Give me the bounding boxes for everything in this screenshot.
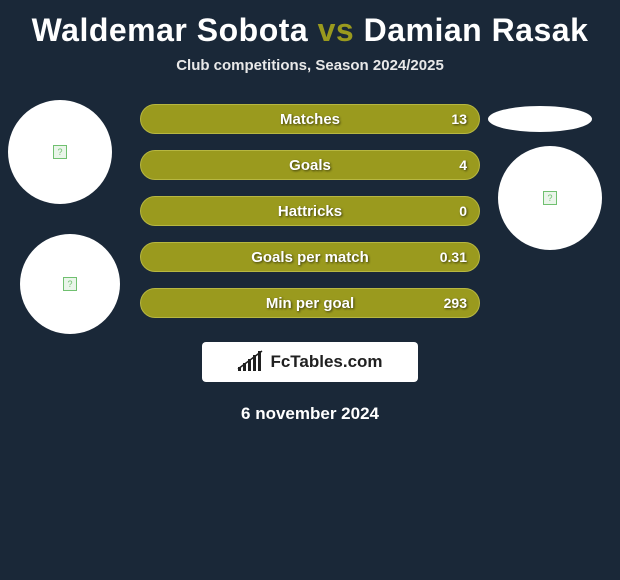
stat-label: Goals: [289, 157, 331, 174]
stat-value: 13: [451, 111, 467, 127]
stat-bars: Matches 13 Goals 4 Hattricks 0 Goals per match…: [140, 104, 480, 334]
avatar-circle-left-bottom: ?: [20, 234, 120, 334]
player1-name: Waldemar Sobota: [32, 12, 309, 48]
stat-bar: Goals per match 0.31: [140, 242, 480, 272]
stat-label: Matches: [280, 111, 340, 128]
stat-label: Hattricks: [278, 203, 342, 220]
placeholder-icon: ?: [543, 191, 557, 205]
stat-bar: Hattricks 0: [140, 196, 480, 226]
placeholder-icon: ?: [53, 145, 67, 159]
placeholder-icon: ?: [63, 277, 77, 291]
avatar-circle-left-top: ?: [8, 100, 112, 204]
stat-bar: Matches 13: [140, 104, 480, 134]
stat-value: 0: [459, 203, 467, 219]
stat-bar: Min per goal 293: [140, 288, 480, 318]
logo-box: FcTables.com: [202, 342, 418, 382]
stat-bar: Goals 4: [140, 150, 480, 180]
comparison-title: Waldemar Sobota vs Damian Rasak: [0, 0, 620, 49]
content-area: ? ? ? Matches 13 Goals 4 Hattricks 0 Goals per…: [0, 104, 620, 334]
stat-value: 4: [459, 157, 467, 173]
logo-chart-icon: [237, 349, 264, 376]
stat-value: 293: [444, 295, 467, 311]
ellipse-right: [488, 106, 592, 132]
vs-text: vs: [318, 12, 355, 48]
avatar-circle-right: ?: [498, 146, 602, 250]
subtitle: Club competitions, Season 2024/2025: [0, 57, 620, 74]
date-text: 6 november 2024: [0, 404, 620, 424]
stat-label: Goals per match: [251, 249, 369, 266]
logo-text: FcTables.com: [270, 352, 382, 372]
player2-name: Damian Rasak: [364, 12, 589, 48]
stat-label: Min per goal: [266, 295, 354, 312]
stat-value: 0.31: [440, 249, 467, 265]
